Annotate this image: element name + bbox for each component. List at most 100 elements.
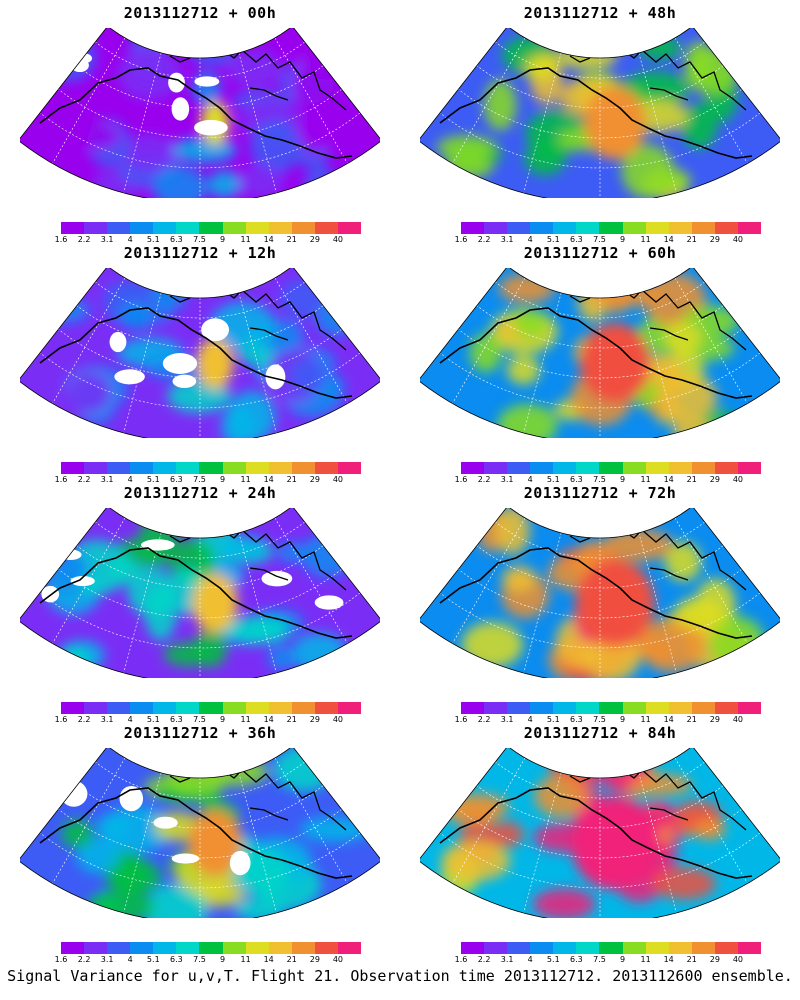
colorbar-swatch: [691, 702, 715, 714]
colorbar-swatch: [691, 942, 715, 954]
colorbar: [61, 702, 362, 714]
colorbar-tick-label: 1.6: [454, 235, 468, 244]
colorbar-labels: 1.6 2.2 3.1 4 5.1 6.3 7.5 9 11 14 21 29 40: [55, 715, 361, 727]
colorbar-tick-label: 3.1: [100, 475, 114, 484]
colorbar-swatch: [314, 942, 338, 954]
colorbar-swatch: [61, 702, 85, 714]
variance-map: [420, 268, 780, 438]
colorbar-swatch: [107, 462, 131, 474]
colorbar-tick-label: 6.3: [170, 715, 183, 724]
panel-title: 2013112712 + 24h: [123, 484, 277, 502]
colorbar-swatch: [737, 702, 762, 714]
colorbar-tick-label: 14: [263, 235, 274, 244]
colorbar-swatch: [291, 222, 315, 234]
colorbar-swatch: [691, 462, 715, 474]
colorbar-tick-label: 4: [127, 955, 133, 964]
colorbar-tick-label: 1.6: [54, 955, 68, 964]
colorbar-tick-label: 14: [663, 235, 674, 244]
colorbar-swatch: [553, 222, 577, 234]
variance-map: [420, 28, 780, 198]
colorbar-swatch: [268, 462, 292, 474]
colorbar-tick-label: 21: [686, 475, 697, 484]
colorbar-tick-label: 21: [286, 955, 297, 964]
colorbar-tick-label: 1.6: [454, 955, 468, 964]
colorbar-swatch: [222, 462, 246, 474]
colorbar-swatch: [622, 942, 646, 954]
colorbar-swatch: [484, 462, 508, 474]
map-panel: 2013112712 + 00h 1.6 2.2 3.1 4 5.1 6.3 7.5 9 11 14…: [0, 0, 400, 250]
colorbar-swatch: [291, 462, 315, 474]
colorbar-swatch: [314, 222, 338, 234]
colorbar-swatch: [668, 942, 692, 954]
variance-map: [20, 268, 380, 438]
colorbar-swatch: [61, 462, 85, 474]
variance-map: [20, 508, 380, 678]
colorbar-tick-label: 11: [640, 715, 651, 724]
colorbar-tick-label: 40: [732, 475, 744, 484]
colorbar-swatch: [622, 462, 646, 474]
colorbar-swatch: [576, 942, 600, 954]
colorbar-tick-label: 7.5: [593, 235, 606, 244]
colorbar-swatch: [176, 702, 200, 714]
colorbar-tick-label: 21: [286, 235, 297, 244]
colorbar-tick-label: 2.2: [477, 235, 491, 244]
panel-title: 2013112712 + 48h: [523, 4, 677, 22]
colorbar-tick-label: 4: [527, 955, 533, 964]
colorbar-tick-label: 4: [527, 475, 533, 484]
colorbar-tick-label: 40: [332, 715, 344, 724]
colorbar-swatch: [199, 942, 223, 954]
colorbar-tick-label: 3.1: [500, 475, 514, 484]
colorbar-tick-label: 11: [240, 955, 251, 964]
colorbar-tick-label: 21: [686, 235, 697, 244]
colorbar-swatch: [645, 942, 669, 954]
colorbar-tick-label: 5.1: [546, 715, 560, 724]
colorbar-swatch: [291, 942, 315, 954]
colorbar-tick-label: 11: [240, 235, 251, 244]
colorbar-swatch: [714, 222, 738, 234]
colorbar-tick-label: 5.1: [546, 235, 560, 244]
colorbar-tick-label: 9: [219, 475, 226, 484]
colorbar-swatch: [737, 462, 762, 474]
colorbar-tick-label: 21: [686, 715, 697, 724]
colorbar: [461, 702, 762, 714]
colorbar-swatch: [553, 942, 577, 954]
colorbar-labels: 1.6 2.2 3.1 4 5.1 6.3 7.5 9 11 14 21 29 40: [455, 475, 761, 487]
colorbar-tick-label: 9: [219, 715, 226, 724]
colorbar-swatch: [507, 462, 531, 474]
colorbar-tick-label: 5.1: [546, 475, 560, 484]
colorbar-swatch: [645, 702, 669, 714]
colorbar-tick-label: 3.1: [100, 715, 114, 724]
colorbar-swatch: [576, 702, 600, 714]
colorbar-tick-label: 7.5: [193, 955, 206, 964]
colorbar-swatch: [714, 942, 738, 954]
colorbar-swatch: [599, 222, 623, 234]
colorbar-tick-label: 11: [640, 475, 651, 484]
colorbar-tick-label: 2.2: [77, 235, 91, 244]
colorbar-tick-label: 5.1: [146, 235, 160, 244]
colorbar-swatch: [622, 702, 646, 714]
colorbar-swatch: [245, 942, 269, 954]
colorbar-swatch: [199, 702, 223, 714]
map-panel: 2013112712 + 24h 1.6 2.2 3.1 4 5.1 6.3 7.5 9 11 14…: [0, 480, 400, 730]
colorbar-tick-label: 9: [219, 235, 226, 244]
colorbar-tick-label: 5.1: [546, 955, 560, 964]
colorbar-tick-label: 6.3: [570, 235, 583, 244]
colorbar-tick-label: 21: [286, 715, 297, 724]
colorbar-tick-label: 2.2: [477, 475, 491, 484]
colorbar-swatch: [130, 702, 154, 714]
colorbar-tick-label: 40: [732, 955, 744, 964]
figure-caption: Signal Variance for u,v,T. Flight 21. Ob…: [7, 967, 793, 985]
colorbar-tick-label: 2.2: [77, 715, 91, 724]
colorbar-swatch: [622, 222, 646, 234]
map-panel: 2013112712 + 72h 1.6 2.2 3.1 4 5.1 6.3 7.5 9 11 14…: [400, 480, 800, 730]
colorbar-swatch: [484, 702, 508, 714]
colorbar-tick-label: 40: [332, 235, 344, 244]
colorbar-swatch: [107, 222, 131, 234]
variance-map: [420, 748, 780, 918]
colorbar-swatch: [199, 462, 223, 474]
colorbar-swatch: [691, 222, 715, 234]
colorbar-swatch: [107, 942, 131, 954]
colorbar-swatch: [553, 462, 577, 474]
colorbar-swatch: [222, 702, 246, 714]
colorbar-tick-label: 21: [686, 955, 697, 964]
